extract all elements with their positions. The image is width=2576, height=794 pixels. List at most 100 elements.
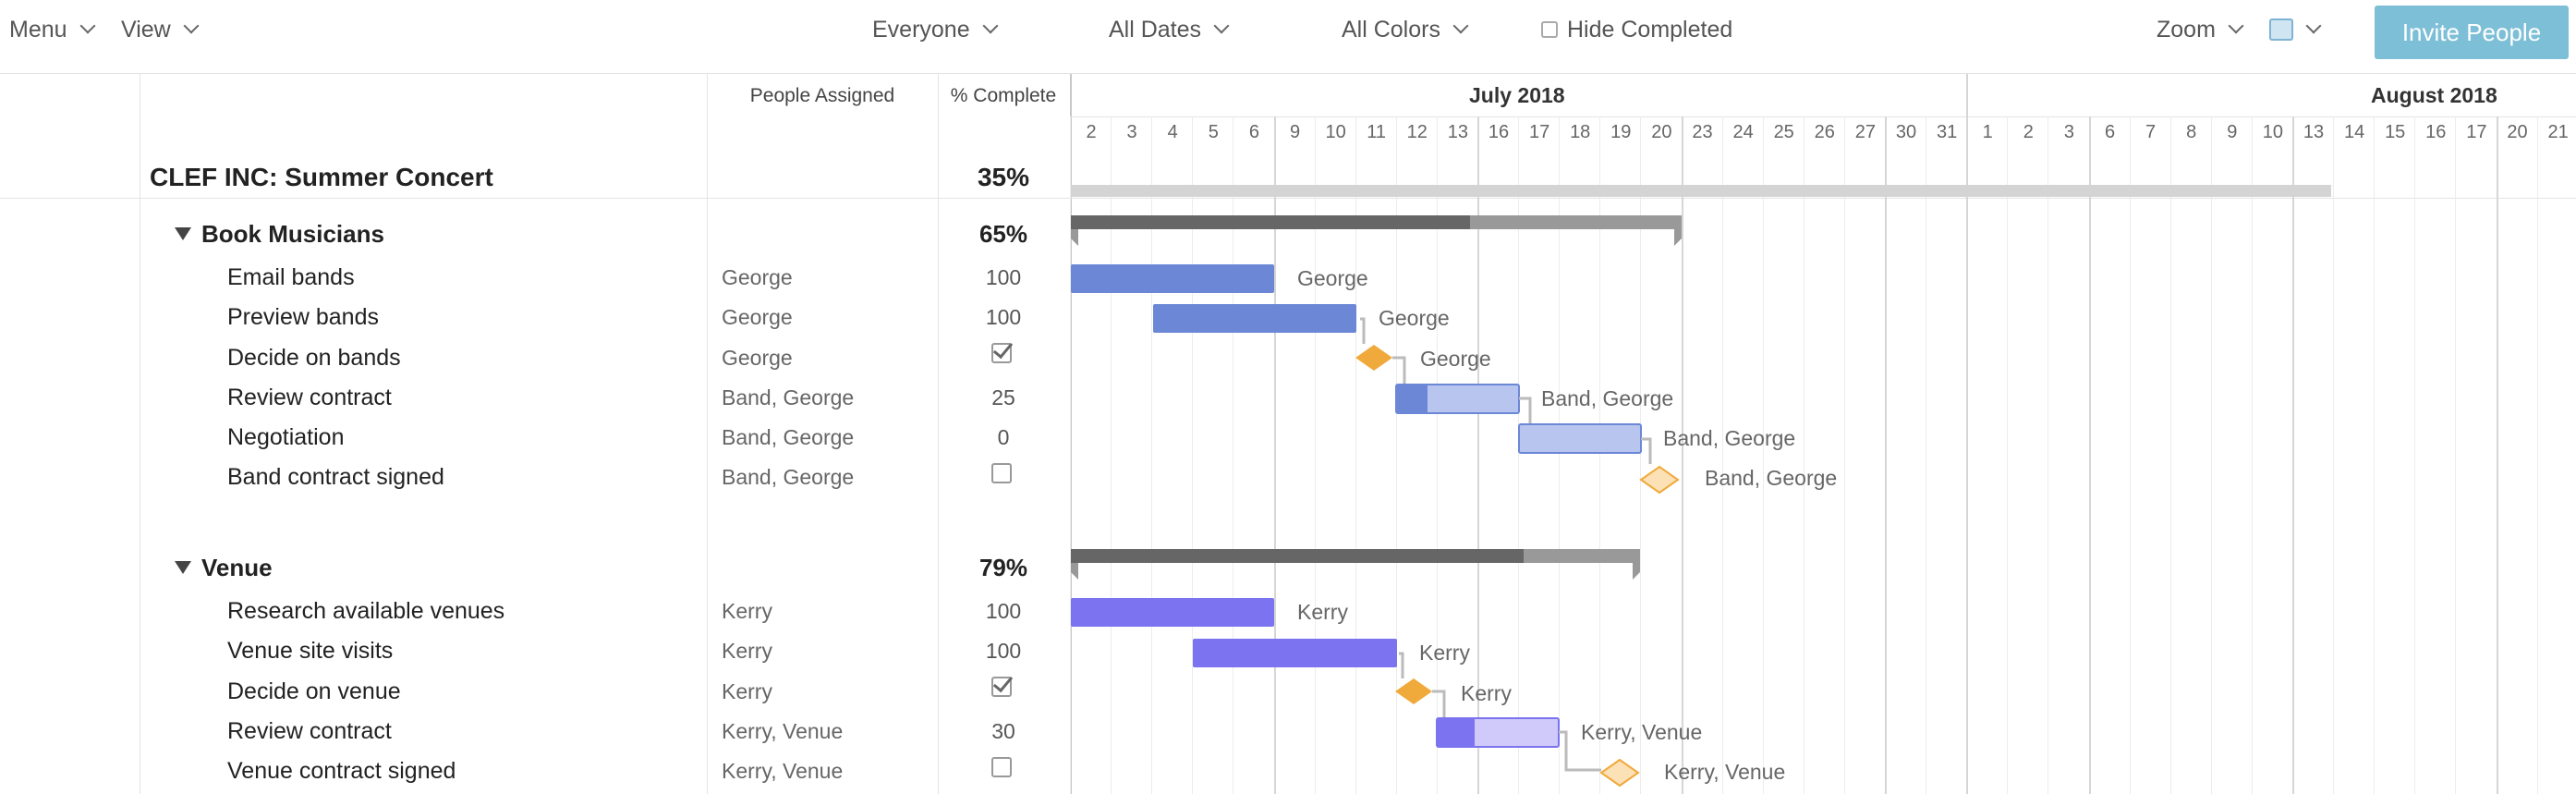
people-filter[interactable]: Everyone <box>872 13 999 46</box>
task-name[interactable]: Preview bands <box>227 304 379 330</box>
day-gridline <box>2496 116 2498 794</box>
zoom-dropdown[interactable]: Zoom <box>2157 13 2244 46</box>
day-label: 9 <box>2227 122 2238 142</box>
dependency-line <box>1559 730 1601 772</box>
day-gridline <box>1640 116 1642 794</box>
day-label: 5 <box>1208 122 1219 142</box>
day-gridline <box>2007 116 2009 794</box>
dependency-line <box>1360 317 1366 344</box>
task-people[interactable]: George <box>722 346 793 370</box>
bar-label: Band, George <box>1705 466 1838 490</box>
task-name[interactable]: Review contract <box>227 385 392 410</box>
milestone-diamond[interactable] <box>1639 465 1680 495</box>
day-label: 15 <box>2385 122 2406 142</box>
milestone-diamond[interactable] <box>1355 345 1392 371</box>
project-title[interactable]: CLEF INC: Summer Concert <box>150 163 493 191</box>
milestone-diamond[interactable] <box>1395 678 1432 704</box>
task-people[interactable]: Kerry, Venue <box>722 759 844 783</box>
task-bar[interactable] <box>1071 598 1274 627</box>
task-complete[interactable]: 100 <box>985 265 1022 289</box>
checkbox-icon[interactable] <box>1541 21 1558 38</box>
day-label: 26 <box>1814 122 1835 142</box>
task-people[interactable]: Kerry <box>722 639 772 663</box>
day-gridline <box>2088 116 2091 794</box>
task-complete[interactable]: 30 <box>991 719 1015 743</box>
task-people[interactable]: Kerry <box>722 599 772 623</box>
task-name[interactable]: Band contract signed <box>227 464 444 490</box>
day-gridline <box>1273 116 1276 794</box>
triangle-down-icon[interactable] <box>175 227 191 240</box>
group-title[interactable]: Book Musicians <box>201 220 384 248</box>
day-label: 17 <box>1528 122 1550 142</box>
task-bar[interactable] <box>1193 639 1397 667</box>
task-name[interactable]: Decide on venue <box>227 678 401 704</box>
checkbox-icon[interactable] <box>991 677 1012 697</box>
checkbox-icon[interactable] <box>991 343 1012 363</box>
day-gridline <box>1559 116 1561 794</box>
bar-label: Band, George <box>1541 386 1674 410</box>
people-column-header[interactable]: People Assigned <box>749 85 895 106</box>
task-name[interactable]: Venue site visits <box>227 638 394 664</box>
bar-label: Kerry <box>1297 600 1348 624</box>
bar-label: George <box>1297 266 1368 290</box>
color-swatch-dropdown[interactable] <box>2269 13 2322 46</box>
timeline-left-edge <box>1070 74 1072 794</box>
day-gridline <box>1314 116 1316 794</box>
month-label: August 2018 <box>2371 83 2497 107</box>
complete-column-header[interactable]: % Complete <box>950 85 1057 106</box>
day-label: 30 <box>1895 122 1917 142</box>
task-bar[interactable] <box>1518 423 1642 454</box>
day-gridline <box>2414 116 2416 794</box>
task-people[interactable]: Band, George <box>722 465 855 489</box>
task-complete[interactable]: 100 <box>985 305 1022 329</box>
task-name[interactable]: Negotiation <box>227 424 345 450</box>
task-complete[interactable]: 100 <box>985 599 1022 623</box>
checkbox-icon[interactable] <box>991 757 1012 777</box>
day-gridline <box>1355 116 1356 794</box>
task-people[interactable]: Kerry, Venue <box>722 719 844 743</box>
task-people[interactable]: George <box>722 265 793 289</box>
task-name[interactable]: Research available venues <box>227 598 505 624</box>
day-gridline <box>2374 116 2376 794</box>
header-divider <box>0 198 2576 199</box>
task-people[interactable]: George <box>722 305 793 329</box>
task-name[interactable]: Review contract <box>227 718 392 744</box>
month-label: July 2018 <box>1469 83 1565 107</box>
dates-filter-label: All Dates <box>1109 16 1202 43</box>
task-complete[interactable]: 0 <box>997 425 1010 449</box>
day-label: 2 <box>1086 122 1097 142</box>
task-complete[interactable]: 100 <box>985 639 1022 663</box>
project-bar[interactable] <box>1071 185 2331 197</box>
day-label: 6 <box>2104 122 2116 142</box>
day-label: 3 <box>1126 122 1137 142</box>
hide-completed-toggle[interactable]: Hide Completed <box>1541 13 1732 46</box>
task-bar[interactable] <box>1071 264 1274 293</box>
day-label: 20 <box>2507 122 2528 142</box>
task-name[interactable]: Email bands <box>227 264 355 290</box>
dates-filter[interactable]: All Dates <box>1109 13 1230 46</box>
day-gridline <box>1885 116 1887 794</box>
colors-filter[interactable]: All Colors <box>1342 13 1469 46</box>
day-label: 10 <box>1325 122 1346 142</box>
task-bar[interactable] <box>1153 304 1356 333</box>
group-title[interactable]: Venue <box>201 554 273 581</box>
view-dropdown[interactable]: View <box>121 13 200 46</box>
dependency-line <box>1432 690 1446 718</box>
milestone-diamond[interactable] <box>1599 758 1640 788</box>
day-label: 11 <box>1367 122 1387 142</box>
checkbox-icon[interactable] <box>991 463 1012 483</box>
day-label: 7 <box>2145 122 2157 142</box>
group-percent: 79% <box>978 554 1028 581</box>
task-name[interactable]: Venue contract signed <box>227 758 456 784</box>
day-label: 14 <box>2343 122 2365 142</box>
task-complete[interactable]: 25 <box>991 385 1015 409</box>
task-people[interactable]: Kerry <box>722 679 772 703</box>
invite-people-button[interactable]: Invite People <box>2375 6 2569 59</box>
task-people[interactable]: Band, George <box>722 385 855 409</box>
triangle-down-icon[interactable] <box>175 561 191 574</box>
task-name[interactable]: Decide on bands <box>227 345 401 371</box>
task-people[interactable]: Band, George <box>722 425 855 449</box>
dependency-line <box>1392 356 1406 385</box>
menu-dropdown[interactable]: Menu <box>9 13 96 46</box>
